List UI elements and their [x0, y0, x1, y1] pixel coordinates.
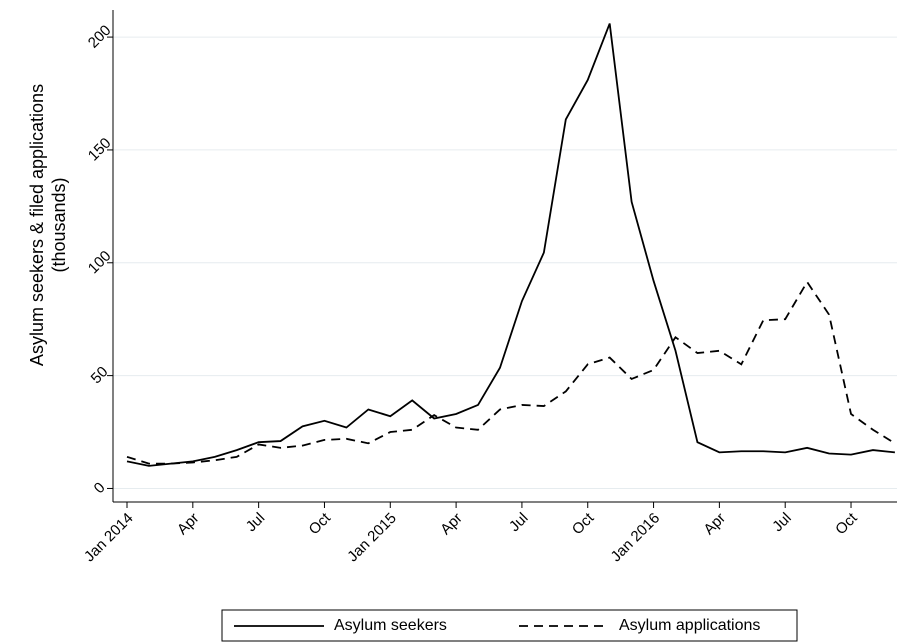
series-line — [126, 280, 896, 465]
series-line — [126, 23, 895, 467]
legend-label: Asylum seekers — [334, 617, 447, 634]
y-axis-label: Asylum seekers & filed applications — [27, 84, 47, 366]
y-axis-label: (thousands) — [49, 177, 69, 272]
legend-label: Asylum applications — [619, 617, 760, 634]
